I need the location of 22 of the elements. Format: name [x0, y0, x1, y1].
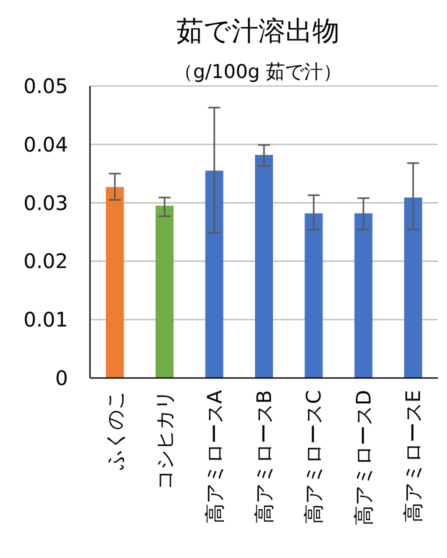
- y-tick-label: 0.03: [23, 190, 68, 215]
- x-tick-label: 高アミロースC: [302, 390, 326, 524]
- x-tick-label: 高アミロースD: [351, 390, 376, 526]
- bar: [205, 170, 224, 378]
- bar: [156, 206, 174, 378]
- y-tick-label: 0.05: [23, 74, 68, 98]
- bar: [404, 198, 422, 378]
- x-tick-label: 高アミロースE: [401, 390, 426, 523]
- y-tick-label: 0: [55, 366, 68, 390]
- x-tick-label: 高アミロースA: [202, 390, 226, 524]
- bar: [354, 213, 372, 378]
- chart-title: 茹で汁溶出物: [176, 16, 340, 47]
- x-tick-label: コシヒカリ: [152, 390, 177, 490]
- x-tick-label: 高アミロースB: [252, 390, 276, 524]
- y-tick-label: 0.02: [23, 249, 68, 274]
- bar: [255, 154, 273, 378]
- chart-subtitle: （g/100g 茹で汁）: [174, 61, 342, 83]
- bar: [106, 187, 124, 378]
- y-tick-label: 0.04: [23, 132, 68, 156]
- bar: [304, 213, 323, 378]
- y-tick-label: 0.01: [23, 308, 68, 332]
- x-tick-label: ふくのこ: [102, 390, 127, 471]
